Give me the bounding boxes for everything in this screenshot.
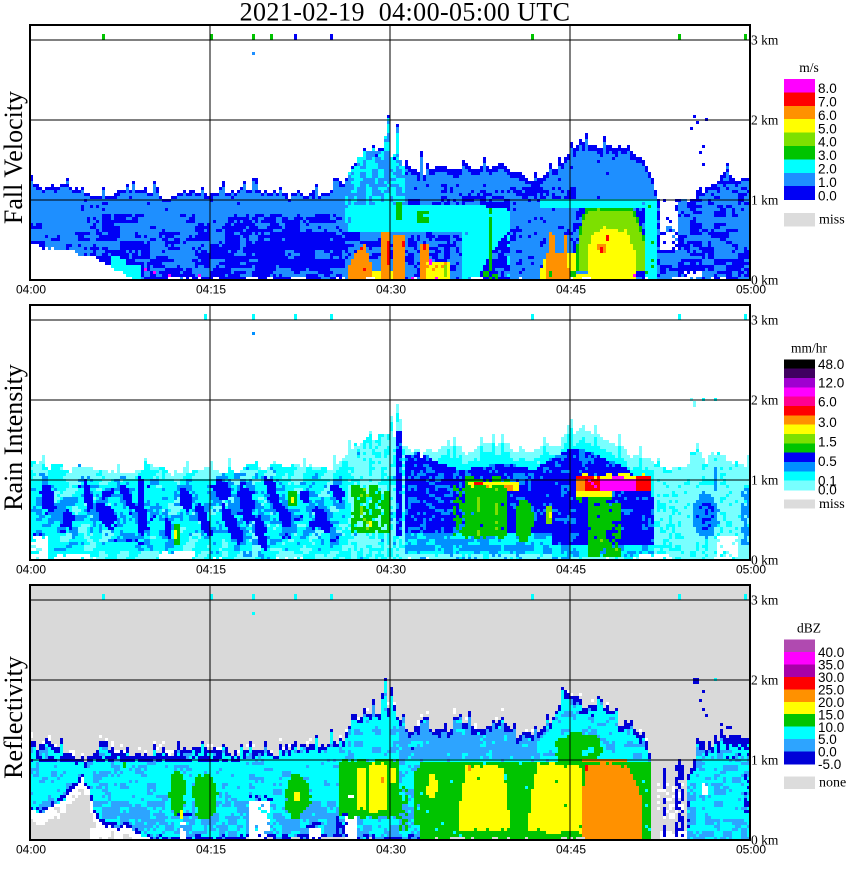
- svg-text:2021-02-19 04:00-05:00 UTC: 2021-02-19 04:00-05:00 UTC: [240, 0, 571, 27]
- svg-text:40.0: 40.0: [818, 645, 844, 660]
- svg-text:04:30: 04:30: [376, 843, 406, 857]
- svg-text:1 km: 1 km: [751, 753, 779, 768]
- svg-text:10.0: 10.0: [818, 720, 844, 735]
- svg-text:0 km: 0 km: [751, 273, 779, 288]
- svg-text:04:00: 04:00: [16, 843, 46, 857]
- svg-text:04:45: 04:45: [556, 843, 586, 857]
- svg-text:48.0: 48.0: [818, 357, 844, 372]
- svg-text:04:15: 04:15: [196, 563, 226, 577]
- svg-text:2 km: 2 km: [751, 113, 779, 128]
- svg-text:miss: miss: [819, 213, 845, 228]
- svg-text:0.0: 0.0: [818, 188, 837, 203]
- svg-text:5.0: 5.0: [818, 121, 837, 136]
- svg-text:Reflectivity: Reflectivity: [0, 656, 28, 779]
- svg-text:m/s: m/s: [799, 60, 819, 75]
- svg-text:0.5: 0.5: [818, 454, 837, 469]
- svg-text:miss: miss: [819, 497, 845, 512]
- svg-text:3.0: 3.0: [818, 148, 837, 163]
- svg-text:35.0: 35.0: [818, 658, 844, 673]
- svg-text:1.0: 1.0: [818, 175, 837, 190]
- svg-text:7.0: 7.0: [818, 95, 837, 110]
- svg-text:0.0: 0.0: [818, 482, 837, 497]
- svg-text:04:15: 04:15: [196, 283, 226, 297]
- svg-text:3 km: 3 km: [751, 313, 779, 328]
- svg-text:20.0: 20.0: [818, 695, 844, 710]
- svg-text:8.0: 8.0: [818, 81, 837, 96]
- svg-text:05:00: 05:00: [736, 843, 766, 857]
- svg-text:04:00: 04:00: [16, 563, 46, 577]
- svg-text:2 km: 2 km: [751, 673, 779, 688]
- svg-text:30.0: 30.0: [818, 670, 844, 685]
- svg-text:0.0: 0.0: [818, 745, 837, 760]
- svg-text:15.0: 15.0: [818, 707, 844, 722]
- svg-text:1 km: 1 km: [751, 473, 779, 488]
- svg-text:04:15: 04:15: [196, 843, 226, 857]
- svg-text:1.5: 1.5: [818, 434, 837, 449]
- svg-text:1 km: 1 km: [751, 193, 779, 208]
- svg-text:4.0: 4.0: [818, 135, 837, 150]
- svg-text:3 km: 3 km: [751, 33, 779, 48]
- svg-text:25.0: 25.0: [818, 683, 844, 698]
- svg-text:Fall Velocity: Fall Velocity: [0, 91, 28, 224]
- svg-text:dBZ: dBZ: [797, 621, 821, 636]
- svg-text:04:45: 04:45: [556, 283, 586, 297]
- svg-text:0 km: 0 km: [751, 833, 779, 848]
- svg-text:0.1: 0.1: [818, 473, 837, 488]
- svg-text:5.0: 5.0: [818, 732, 837, 747]
- svg-text:6.0: 6.0: [818, 108, 837, 123]
- svg-text:none: none: [819, 776, 846, 791]
- svg-text:05:00: 05:00: [736, 563, 766, 577]
- svg-text:04:30: 04:30: [376, 563, 406, 577]
- svg-text:12.0: 12.0: [818, 376, 844, 391]
- svg-text:mm/hr: mm/hr: [791, 340, 828, 355]
- svg-text:04:45: 04:45: [556, 563, 586, 577]
- svg-text:Rain Intensity: Rain Intensity: [0, 364, 28, 511]
- svg-text:0 km: 0 km: [751, 553, 779, 568]
- svg-text:-5.0: -5.0: [818, 757, 841, 772]
- svg-text:04:00: 04:00: [16, 283, 46, 297]
- svg-text:3 km: 3 km: [751, 593, 779, 608]
- svg-text:05:00: 05:00: [736, 283, 766, 297]
- svg-text:04:30: 04:30: [376, 283, 406, 297]
- svg-text:2 km: 2 km: [751, 393, 779, 408]
- svg-text:3.0: 3.0: [818, 415, 837, 430]
- svg-text:6.0: 6.0: [818, 395, 837, 410]
- svg-text:2.0: 2.0: [818, 162, 837, 177]
